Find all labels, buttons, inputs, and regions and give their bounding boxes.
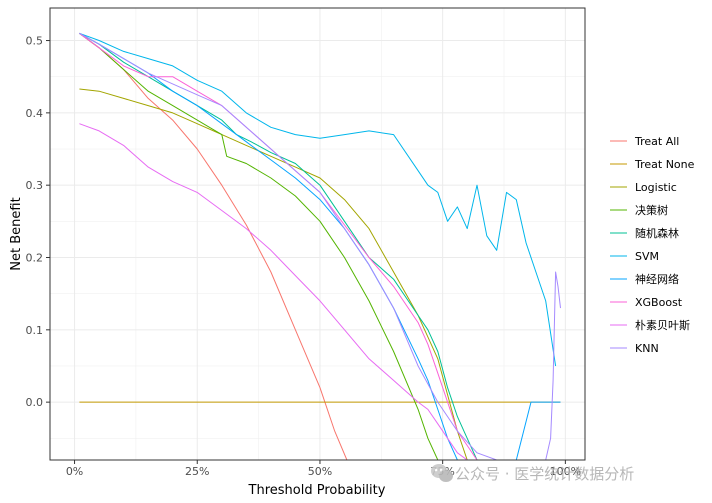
- wechat-icon: [431, 464, 453, 482]
- series-line-2: [79, 88, 468, 460]
- series-line-4: [79, 32, 478, 460]
- legend-label-1: Treat None: [634, 158, 695, 171]
- plot-panel-border: [49, 7, 586, 461]
- y-tick-label: 0.1: [26, 324, 44, 337]
- y-tick-label: 0.0: [26, 396, 44, 409]
- grid-lines: [50, 8, 585, 460]
- y-tick-label: 0.3: [26, 179, 44, 192]
- legend-label-2: Logistic: [635, 181, 677, 194]
- series-lines: [79, 32, 561, 460]
- legend-label-5: SVM: [635, 250, 659, 263]
- y-tick-label: 0.5: [26, 35, 44, 48]
- watermark: 公众号 · 医学统计数据分析: [431, 464, 634, 483]
- legend-label-8: 朴素贝叶斯: [635, 318, 690, 332]
- series-line-9: [79, 32, 561, 460]
- x-tick-label: 100%: [550, 465, 581, 478]
- y-axis-title: Net Benefit: [9, 197, 24, 270]
- series-line-3: [79, 32, 439, 460]
- legend-label-0: Treat All: [634, 135, 679, 148]
- x-tick-label: 0%: [66, 465, 83, 478]
- legend-label-7: XGBoost: [635, 296, 683, 309]
- series-line-5: [79, 32, 557, 367]
- y-tick-label: 0.4: [26, 107, 44, 120]
- x-tick-label: 50%: [308, 465, 332, 478]
- legend-label-4: 随机森林: [635, 226, 679, 240]
- watermark-text: 公众号 · 医学统计数据分析: [455, 465, 634, 483]
- legend-label-3: 决策树: [635, 203, 668, 217]
- legend-label-6: 神经网络: [635, 272, 679, 286]
- x-axis-title: Threshold Probability: [248, 483, 386, 498]
- legend-label-9: KNN: [635, 342, 659, 355]
- x-tick-label: 25%: [185, 465, 209, 478]
- y-tick-label: 0.2: [26, 252, 44, 265]
- y-axis-ticks: 0.0 0.1 0.2 0.3 0.4 0.5: [26, 35, 50, 409]
- series-line-8: [79, 123, 468, 460]
